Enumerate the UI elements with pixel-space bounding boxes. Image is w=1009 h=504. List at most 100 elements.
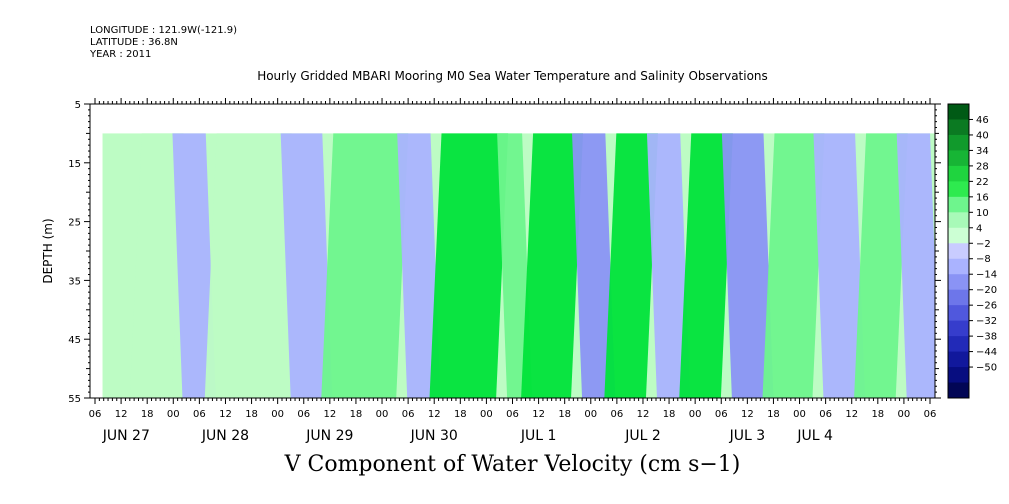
x-hour-label: 12: [845, 409, 858, 420]
colorbar-label: −50: [976, 363, 997, 374]
x-hour-label: 12: [532, 409, 545, 420]
colorbar-swatch: [948, 134, 969, 151]
colorbar-swatch: [948, 150, 969, 167]
latitude-label: LATITUDE : 36.8N: [90, 37, 178, 48]
colorbar-swatch: [948, 336, 969, 353]
colorbar-swatch: [948, 227, 969, 244]
colorbar-label: 10: [976, 208, 989, 219]
field-band: [521, 133, 584, 398]
colorbar-frame: [947, 103, 970, 399]
field-band: [280, 133, 333, 398]
colorbar-swatch: [948, 243, 969, 260]
x-hour-label: 12: [741, 409, 754, 420]
colorbar-label: −8: [976, 254, 991, 265]
colorbar-label: 28: [976, 161, 989, 172]
x-hour-label: 06: [611, 409, 624, 420]
field-band: [204, 133, 292, 398]
colorbar-swatch: [948, 274, 969, 291]
x-hour-label: 00: [793, 409, 806, 420]
colorbar-label: −14: [976, 270, 997, 281]
field-band: [572, 133, 616, 398]
colorbar: 46 40 34 28 22 16 10 4 −2 −8 −14 −20 −26 −32 −38 −44 −50: [947, 103, 997, 399]
x-hour-label: 18: [245, 409, 258, 420]
colorbar-label: 40: [976, 130, 989, 141]
x-hour-label: 00: [271, 409, 284, 420]
velocity-field: [102, 133, 935, 398]
colorbar-label: −38: [976, 332, 997, 343]
field-band: [497, 133, 533, 398]
x-hour-label: 06: [819, 409, 832, 420]
field-band: [679, 133, 733, 398]
colorbar-swatch: [948, 196, 969, 213]
colorbar-swatch: [948, 382, 969, 399]
y-axis: 5 15 25 35 45 55: [68, 100, 941, 405]
field-band: [397, 133, 441, 398]
x-day-label: JUN 27: [102, 428, 150, 444]
x-hour-label: 12: [219, 409, 232, 420]
colorbar-swatch: [948, 165, 969, 182]
colorbar-label: −2: [976, 239, 991, 250]
x-day-label: JUL 3: [729, 428, 766, 444]
x-hour-label: 00: [898, 409, 911, 420]
field-band: [646, 133, 691, 398]
x-hour-label: 18: [141, 409, 154, 420]
x-hour-label: 18: [767, 409, 780, 420]
x-hour-label: 18: [454, 409, 467, 420]
x-hour-label: 06: [297, 409, 310, 420]
colorbar-label: 22: [976, 177, 989, 188]
x-hour-label: 00: [167, 409, 180, 420]
colorbar-swatch: [948, 181, 969, 198]
x-hour-label: 00: [376, 409, 389, 420]
x-day-label: JUN 29: [305, 428, 353, 444]
colorbar-swatch: [948, 119, 969, 136]
colorbar-label: 16: [976, 192, 989, 203]
colorbar-label: −26: [976, 301, 997, 312]
x-hour-label: 12: [428, 409, 441, 420]
colorbar-swatch: [948, 320, 969, 337]
x-day-label: JUN 28: [201, 428, 249, 444]
colorbar-swatch: [948, 305, 969, 322]
field-band: [321, 133, 409, 398]
field-band: [896, 133, 935, 398]
y-tick-label: 45: [68, 335, 81, 346]
bottom-title: V Component of Water Velocity (cm s−1): [284, 452, 741, 477]
colorbar-label: 4: [976, 223, 982, 234]
colorbar-label: 34: [976, 146, 989, 157]
year-label: YEAR : 2011: [90, 49, 152, 60]
field-band: [854, 133, 908, 398]
x-day-label: JUL 2: [624, 428, 661, 444]
field-band: [129, 133, 184, 398]
colorbar-label: −32: [976, 316, 997, 327]
x-hour-label: 06: [402, 409, 415, 420]
colorbar-swatch: [948, 212, 969, 229]
x-hour-label: 06: [715, 409, 728, 420]
x-hour-label: 18: [871, 409, 884, 420]
y-tick-label: 5: [75, 100, 81, 111]
field-band: [172, 133, 216, 398]
x-hour-label: 18: [558, 409, 571, 420]
x-hour-label: 00: [480, 409, 493, 420]
x-hour-label: 18: [350, 409, 363, 420]
colorbar-swatch: [948, 289, 969, 306]
x-day-label: JUN 30: [410, 428, 458, 444]
colorbar-swatch: [948, 258, 969, 275]
x-day-label: JUL 1: [520, 428, 557, 444]
y-tick-label: 35: [68, 276, 81, 287]
chart-title: Hourly Gridded MBARI Mooring M0 Sea Wate…: [257, 69, 768, 83]
colorbar-label: −44: [976, 347, 997, 358]
x-hour-label: 06: [89, 409, 102, 420]
x-hour-label: 12: [115, 409, 128, 420]
x-hour-label: 00: [689, 409, 702, 420]
x-hour-label: 00: [584, 409, 597, 420]
field-band: [813, 133, 866, 398]
field-band: [762, 133, 825, 398]
y-tick-label: 55: [68, 394, 81, 405]
colorbar-label: 46: [976, 115, 989, 126]
x-hour-label: 12: [323, 409, 336, 420]
longitude-label: LONGITUDE : 121.9W(-121.9): [90, 25, 237, 36]
colorbar-swatch: [948, 351, 969, 368]
field-band: [604, 133, 658, 398]
y-tick-label: 25: [68, 218, 81, 229]
colorbar-label: −20: [976, 285, 997, 296]
